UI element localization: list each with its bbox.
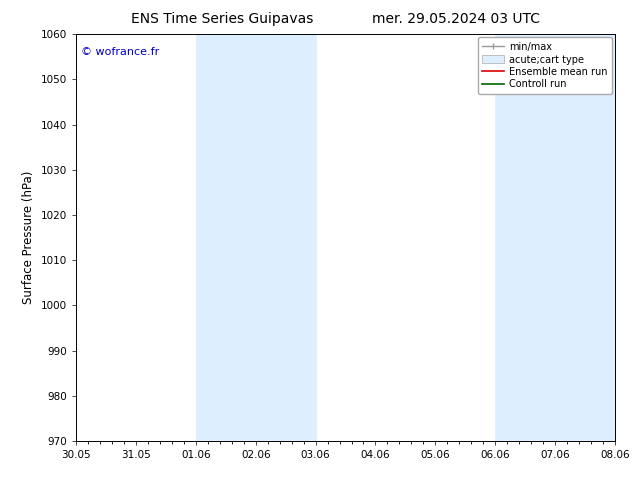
Y-axis label: Surface Pressure (hPa): Surface Pressure (hPa)	[22, 171, 36, 304]
Text: © wofrance.fr: © wofrance.fr	[81, 47, 160, 56]
Bar	[495, 34, 615, 441]
Bar	[196, 34, 316, 441]
Text: mer. 29.05.2024 03 UTC: mer. 29.05.2024 03 UTC	[373, 12, 540, 26]
Text: ENS Time Series Guipavas: ENS Time Series Guipavas	[131, 12, 313, 26]
Legend: min/max, acute;cart type, Ensemble mean run, Controll run: min/max, acute;cart type, Ensemble mean …	[477, 37, 612, 94]
